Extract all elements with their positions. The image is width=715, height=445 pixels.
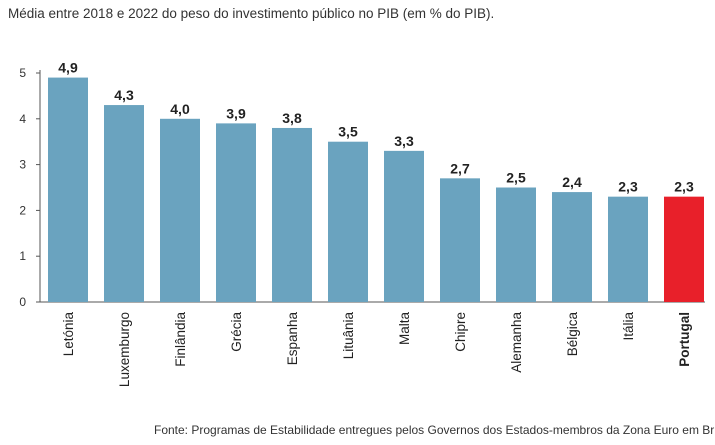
value-label: 4,9	[58, 60, 78, 76]
bar	[48, 77, 88, 302]
bars	[48, 77, 704, 303]
category-label: Chipre	[453, 312, 468, 352]
value-label: 3,3	[394, 133, 414, 149]
category-labels: Letónia Luxemburgo Finlândia Grécia Espanha L…	[61, 312, 692, 388]
value-label: 2,5	[506, 170, 526, 186]
bar	[608, 196, 648, 302]
bar	[440, 178, 480, 302]
category-label: Malta	[397, 312, 412, 346]
bar	[496, 187, 536, 302]
category-label: Lituânia	[341, 312, 356, 360]
bar	[384, 150, 424, 302]
category-label: Itália	[621, 312, 636, 341]
y-tick-label: 5	[19, 66, 26, 80]
y-tick-label: 0	[19, 295, 26, 309]
bar	[216, 123, 256, 302]
y-tick-label: 1	[19, 249, 26, 263]
y-tick-label: 3	[19, 158, 26, 172]
category-label: Luxemburgo	[117, 312, 132, 387]
category-label: Espanha	[285, 312, 300, 366]
bar	[272, 127, 312, 303]
y-axis: 0 1 2 3 4 5	[19, 66, 705, 309]
chart-source: Fonte: Programas de Estabilidade entregu…	[154, 423, 715, 437]
value-label: 2,4	[562, 174, 582, 190]
category-label: Portugal	[677, 312, 692, 367]
value-labels: 4,9 4,3 4,0 3,9 3,8 3,5 3,3 2,7 2,5 2,4 2,3 2,3	[58, 60, 694, 195]
category-label: Letónia	[61, 312, 76, 357]
value-label: 2,3	[674, 179, 694, 195]
y-tick-label: 2	[19, 203, 26, 217]
category-label: Bélgica	[565, 312, 580, 357]
value-label: 4,3	[114, 87, 134, 103]
bar	[328, 141, 368, 302]
value-label: 4,0	[170, 101, 190, 117]
value-label: 2,3	[618, 179, 638, 195]
chart-title: Média entre 2018 e 2022 do peso do inves…	[8, 6, 495, 21]
bar	[104, 105, 144, 302]
y-tick-label: 4	[19, 112, 26, 126]
value-label: 2,7	[450, 160, 470, 176]
bar	[552, 192, 592, 302]
value-label: 3,9	[226, 105, 246, 121]
bar	[664, 196, 704, 302]
value-label: 3,5	[338, 124, 358, 140]
value-label: 3,8	[282, 110, 302, 126]
category-label: Finlândia	[173, 312, 188, 367]
bar	[160, 118, 200, 302]
category-label: Alemanha	[509, 312, 524, 373]
category-label: Grécia	[229, 312, 244, 352]
